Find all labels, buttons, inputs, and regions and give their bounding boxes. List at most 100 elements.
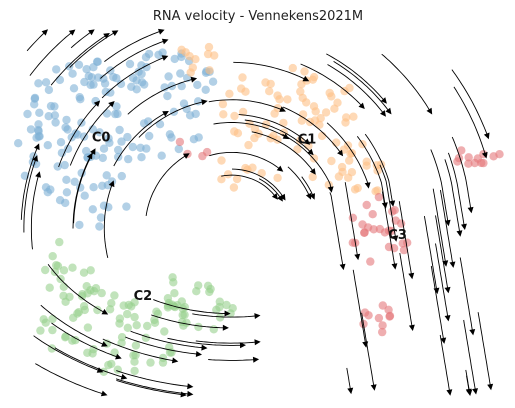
cell-point-c0 xyxy=(35,108,44,118)
cell-point-c0 xyxy=(124,154,133,164)
cell-point-c0 xyxy=(128,142,137,152)
streamline-arrow xyxy=(276,165,284,172)
cell-point-c3 xyxy=(380,228,390,237)
streamline-arrow xyxy=(115,353,122,360)
cell-point-c0 xyxy=(76,95,85,104)
streamline-arrow xyxy=(201,344,208,351)
streamline xyxy=(221,174,278,199)
cell-point-c0 xyxy=(60,160,69,170)
streamline xyxy=(326,122,369,187)
streamline xyxy=(432,188,447,265)
cell-point-c0 xyxy=(14,139,23,148)
cell-points xyxy=(14,42,504,376)
cell-point-c0 xyxy=(51,118,60,127)
cell-point-c0 xyxy=(55,196,65,205)
cell-point-c3 xyxy=(368,210,377,219)
cell-point-c2 xyxy=(48,325,57,335)
streamline xyxy=(379,164,397,240)
cell-point-c2 xyxy=(79,268,89,277)
cell-point-c0 xyxy=(99,144,109,153)
cell-point-c0 xyxy=(111,109,120,119)
cell-point-c2 xyxy=(107,299,116,308)
streamline xyxy=(346,367,352,393)
cell-point-c0 xyxy=(182,104,191,114)
cell-point-c1 xyxy=(188,63,197,72)
cell-point-c2 xyxy=(150,318,160,327)
streamline xyxy=(451,136,472,212)
streamline xyxy=(399,253,413,330)
cell-point-c1 xyxy=(341,118,350,127)
cell-point-c1 xyxy=(266,134,275,143)
cell-point-c0 xyxy=(70,177,79,186)
streamline xyxy=(444,159,461,235)
cell-point-c3 xyxy=(374,192,384,202)
cell-point-c1 xyxy=(205,66,214,75)
cell-point-c0 xyxy=(88,205,98,214)
streamline-arrow xyxy=(158,28,165,35)
streamline-arrow xyxy=(481,151,488,159)
cell-point-c0 xyxy=(34,120,43,129)
streamline xyxy=(439,334,451,394)
streamline xyxy=(72,154,92,229)
streamline-arrow xyxy=(171,357,179,364)
cell-point-c2 xyxy=(215,302,224,312)
cell-point-c3 xyxy=(464,153,473,162)
streamline xyxy=(282,133,332,191)
streamline-arrow xyxy=(271,193,278,200)
cell-point-c2 xyxy=(163,294,173,303)
streamline xyxy=(381,53,432,113)
streamline-arrow xyxy=(337,149,344,157)
streamline-arrow xyxy=(120,373,128,380)
streamline xyxy=(447,152,466,229)
cell-point-c0 xyxy=(55,75,65,85)
streamline-arrow xyxy=(187,383,194,390)
cell-point-c2 xyxy=(123,323,132,332)
chart-title: RNA velocity - Vennekens2021M xyxy=(153,9,363,24)
streamline xyxy=(329,192,344,269)
cell-point-c0 xyxy=(30,100,39,109)
cell-point-c0 xyxy=(34,79,43,88)
streamline xyxy=(153,299,229,315)
cell-point-c2 xyxy=(55,237,64,247)
cell-point-c0 xyxy=(158,48,167,57)
cell-point-c0 xyxy=(176,69,185,78)
cell-point-c0 xyxy=(89,80,98,89)
cell-point-c2 xyxy=(68,263,77,272)
cell-point-c0 xyxy=(46,185,55,194)
cell-point-c2 xyxy=(130,357,139,366)
streamline-arrow xyxy=(380,97,387,104)
cell-point-c1 xyxy=(275,95,284,104)
cell-point-c1 xyxy=(279,118,288,128)
streamline xyxy=(73,149,95,224)
cell-point-c0 xyxy=(69,84,79,93)
cell-point-c0 xyxy=(74,60,84,69)
cell-point-c2 xyxy=(117,333,127,342)
cell-point-c2 xyxy=(194,281,203,290)
streamline-arrow xyxy=(442,260,449,267)
streamline xyxy=(258,178,283,201)
cell-point-c3 xyxy=(473,154,482,163)
streamline-arrow xyxy=(32,155,38,162)
streamline xyxy=(138,100,206,138)
cell-point-c1 xyxy=(217,156,226,165)
cell-point-c1 xyxy=(349,112,358,121)
streamline xyxy=(113,111,168,167)
cell-point-c2 xyxy=(130,298,139,307)
streamline-arrow xyxy=(370,384,377,391)
streamline-arrow xyxy=(433,287,440,295)
streamline-arrow xyxy=(461,223,467,230)
cell-point-c0 xyxy=(163,91,172,101)
streamline-arrow xyxy=(35,171,41,178)
cell-point-c1 xyxy=(309,102,319,111)
cell-point-c2 xyxy=(169,278,178,287)
streamline-arrow xyxy=(279,106,286,112)
cell-point-c0 xyxy=(26,125,36,134)
cell-point-c0 xyxy=(157,151,166,160)
cell-point-c1 xyxy=(257,169,266,178)
streamline-arrow xyxy=(161,38,169,45)
cell-point-c0 xyxy=(101,87,111,97)
streamline xyxy=(51,322,120,359)
cell-point-c1 xyxy=(373,166,382,175)
streamline xyxy=(101,56,167,99)
cell-point-c1 xyxy=(204,42,214,52)
